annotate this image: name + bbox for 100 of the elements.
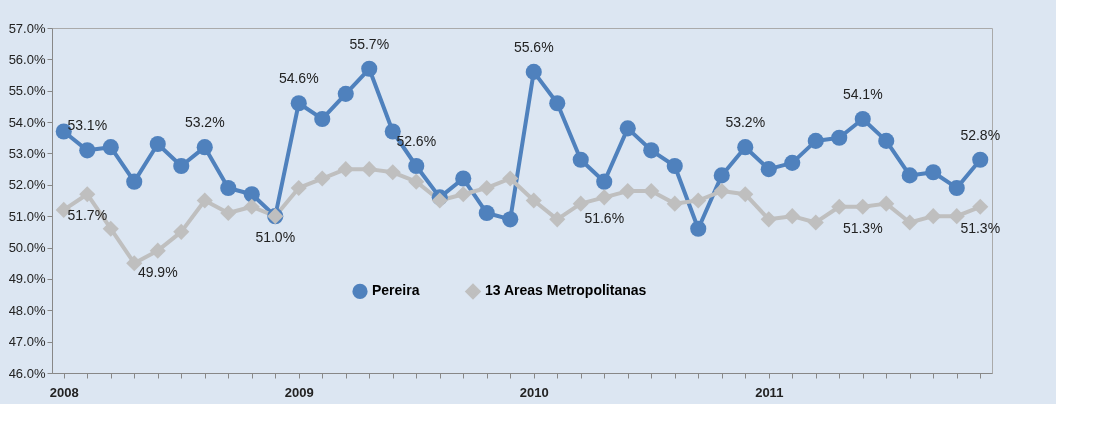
point [173,157,190,175]
point [196,139,213,156]
point [831,129,848,146]
point [784,154,801,171]
point [737,139,754,156]
data-label: 51.3% [960,219,1001,236]
y-tick-label: 49.0% [8,271,46,287]
point [831,198,848,215]
point [807,214,824,231]
point [572,195,589,212]
point [149,136,166,153]
point [690,192,707,209]
y-tick-label: 50.0% [8,240,46,256]
point [196,192,213,209]
point [361,161,378,178]
point [666,195,683,212]
point [690,220,707,237]
point [102,139,119,156]
point [525,63,542,80]
point [408,173,425,190]
data-label: 51.3% [842,219,883,236]
y-tick-label: 51.0% [8,208,46,224]
point [619,120,636,137]
point [337,161,354,178]
point [972,198,989,215]
point [455,186,472,203]
point [643,142,660,159]
point [243,186,260,203]
x-tick-label: 2008 [49,384,79,400]
point [220,179,237,196]
point [502,170,519,187]
point [713,167,730,184]
point [713,183,730,200]
point [408,157,425,175]
point [478,179,495,197]
point [948,208,965,225]
y-tick-label: 52.0% [8,177,46,193]
data-label: 54.1% [842,85,883,102]
y-tick-label: 55.0% [8,83,46,99]
y-tick-label: 54.0% [8,114,46,130]
point [314,110,331,127]
x-tick-label: 2010 [519,384,549,400]
point [290,179,307,197]
legend-label: Pereira [372,282,420,299]
point [854,198,871,215]
point [243,198,260,215]
point [455,170,472,187]
point [337,85,354,102]
point [149,242,166,259]
data-label: 49.9% [137,263,178,280]
point [807,132,824,149]
point [549,95,566,112]
point [878,195,895,212]
point [760,161,777,178]
data-label: 51.0% [255,229,296,246]
data-label: 55.6% [513,38,554,55]
point [126,173,143,190]
point [878,132,895,149]
data-label: 51.6% [584,210,625,227]
point [502,211,519,228]
point [760,211,777,228]
data-label: 55.7% [349,35,390,52]
point [619,183,636,200]
x-tick-label: 2011 [755,384,784,400]
point [972,151,989,168]
point [384,164,401,181]
point [596,173,613,190]
point [102,220,119,237]
point [314,170,331,187]
point [290,95,307,112]
data-label: 53.2% [725,114,766,131]
y-tick-label: 48.0% [8,302,46,318]
point [173,223,190,240]
y-tick-label: 46.0% [8,365,46,381]
point [220,204,237,222]
point [925,164,942,181]
point [901,214,918,231]
point [925,208,942,225]
point [784,208,801,225]
data-label: 52.8% [960,126,1001,143]
legend-label: 13 Areas Metropolitanas [485,282,647,299]
point [361,60,378,77]
point [901,167,918,184]
point [525,192,542,209]
point [643,183,660,200]
point [948,179,965,196]
point [79,186,96,203]
point [854,110,871,127]
y-tick-label: 56.0% [8,51,46,67]
data-label: 54.6% [278,70,319,87]
point [737,186,754,203]
y-tick-label: 53.0% [8,145,46,161]
data-label: 51.7% [67,207,108,224]
point [79,142,96,159]
point [596,189,613,206]
point [549,211,566,228]
y-tick-label: 57.0% [8,20,46,36]
data-label: 53.2% [184,114,225,131]
point [572,151,589,168]
point [666,157,683,175]
